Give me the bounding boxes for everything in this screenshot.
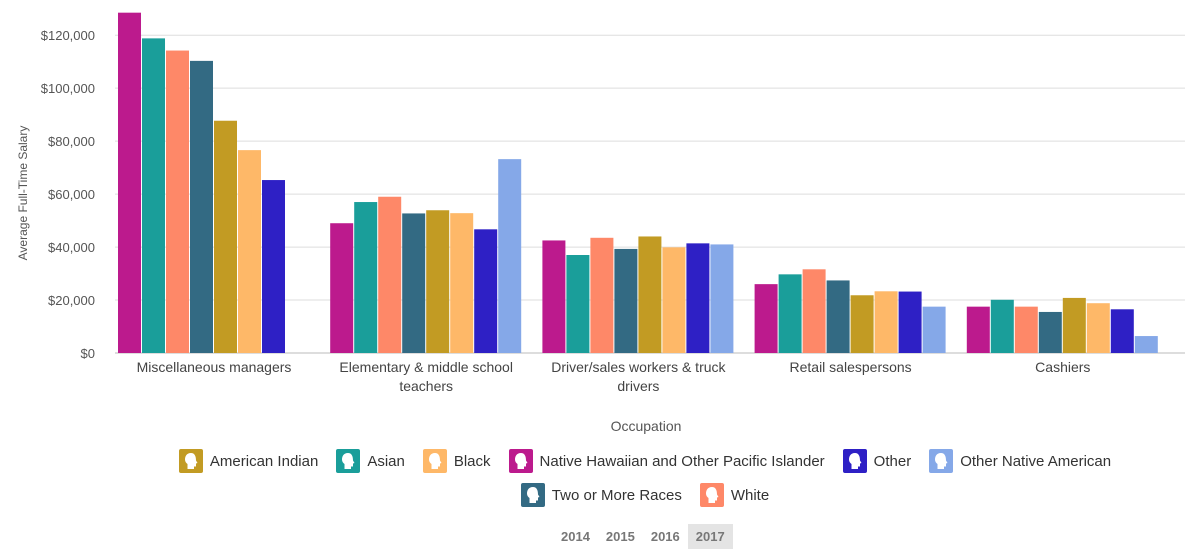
legend-item[interactable]: American Indian — [178, 448, 319, 474]
x-category-label: Elementary & middle school — [339, 359, 513, 375]
bar[interactable] — [1062, 297, 1086, 353]
bar[interactable] — [542, 240, 566, 353]
x-axis-categories: Miscellaneous managers Elementary & middl… — [137, 359, 1091, 394]
bar[interactable] — [566, 255, 590, 353]
x-category-label: Retail salespersons — [790, 359, 912, 375]
bar[interactable] — [1134, 336, 1158, 353]
year-button-2014[interactable]: 2014 — [561, 529, 590, 544]
bar[interactable] — [214, 120, 237, 354]
bar[interactable] — [142, 38, 165, 353]
bars — [118, 12, 1158, 354]
legend-item[interactable]: Other — [842, 448, 912, 474]
x-category-label: Miscellaneous managers — [137, 359, 292, 375]
y-tick-label: $0 — [81, 346, 95, 361]
y-tick-label: $60,000 — [48, 187, 95, 202]
bar[interactable] — [826, 280, 850, 353]
bar[interactable] — [778, 274, 802, 353]
legend-label: Two or More Races — [551, 486, 682, 504]
person-head-icon — [520, 483, 545, 507]
person-head-icon — [842, 449, 867, 473]
bar[interactable] — [1038, 311, 1062, 353]
bar[interactable] — [498, 159, 522, 353]
legend-item[interactable]: Asian — [336, 448, 405, 474]
x-category-label: Driver/sales workers & truck — [551, 359, 726, 375]
bar[interactable] — [898, 291, 922, 353]
person-head-icon — [336, 449, 361, 473]
legend-item[interactable]: Other Native American — [929, 448, 1111, 474]
x-category-label: drivers — [617, 378, 659, 394]
bar[interactable] — [262, 180, 285, 353]
legend-item[interactable]: Native Hawaiian and Other Pacific Island… — [508, 448, 825, 474]
bar[interactable] — [378, 196, 402, 353]
bar[interactable] — [450, 213, 474, 353]
bar[interactable] — [426, 210, 450, 353]
bar[interactable] — [966, 306, 990, 353]
x-axis-title: Occupation — [610, 418, 682, 434]
bar[interactable] — [874, 291, 898, 353]
bar[interactable] — [802, 269, 826, 353]
y-tick-label: $80,000 — [48, 134, 95, 149]
person-head-icon — [929, 449, 954, 473]
legend: American Indian Asian Black Native Hawaiian… — [150, 448, 1140, 508]
year-selector: 2014 2015 2016 2017 — [553, 524, 733, 549]
bar[interactable] — [190, 60, 213, 353]
y-tick-label: $100,000 — [41, 81, 95, 96]
person-head-icon — [508, 449, 533, 473]
legend-item[interactable]: Two or More Races — [520, 482, 682, 508]
bar[interactable] — [238, 150, 261, 353]
bar[interactable] — [990, 299, 1014, 353]
bar[interactable] — [614, 248, 638, 353]
y-tick-label: $120,000 — [41, 28, 95, 43]
legend-label: American Indian — [209, 452, 319, 470]
bar[interactable] — [590, 237, 614, 353]
y-tick-label: $40,000 — [48, 240, 95, 255]
person-head-icon — [422, 449, 447, 473]
legend-label: Native Hawaiian and Other Pacific Island… — [539, 452, 825, 470]
bar[interactable] — [330, 223, 354, 353]
year-button-2015[interactable]: 2015 — [605, 529, 635, 544]
bar[interactable] — [1086, 303, 1110, 353]
bar[interactable] — [402, 213, 426, 353]
legend-item[interactable]: Black — [422, 448, 491, 474]
bar[interactable] — [710, 244, 734, 353]
person-head-icon — [178, 449, 203, 473]
bar[interactable] — [662, 247, 686, 353]
y-tick-label: $20,000 — [48, 293, 95, 308]
legend-label: Asian — [367, 452, 405, 470]
y-axis-ticks: $0 $20,000 $40,000 $60,000 $80,000 $100,000 $1… — [41, 28, 95, 361]
legend-label: White — [730, 486, 770, 504]
bar[interactable] — [922, 306, 946, 353]
bar[interactable] — [354, 202, 378, 353]
legend-label: Other Native American — [960, 452, 1112, 470]
bar[interactable] — [754, 284, 778, 353]
bar[interactable] — [638, 236, 662, 353]
bar[interactable] — [1110, 309, 1134, 353]
bar[interactable] — [1014, 306, 1038, 353]
bar[interactable] — [118, 12, 141, 353]
bar[interactable] — [166, 50, 189, 354]
legend-label: Black — [453, 452, 491, 470]
bar-chart: $0 $20,000 $40,000 $60,000 $80,000 $100,000 $1… — [16, 12, 1185, 394]
year-button-2017[interactable]: 2017 — [687, 524, 733, 549]
bar[interactable] — [686, 243, 710, 353]
x-category-label: Cashiers — [1035, 359, 1090, 375]
person-head-icon — [699, 483, 724, 507]
year-button-2016[interactable]: 2016 — [650, 529, 680, 544]
x-category-label: teachers — [399, 378, 453, 394]
bar[interactable] — [474, 229, 498, 353]
y-axis-title: Average Full-Time Salary — [16, 126, 30, 261]
bar[interactable] — [850, 295, 874, 353]
legend-label: Other — [873, 452, 912, 470]
legend-item[interactable]: White — [699, 482, 770, 508]
